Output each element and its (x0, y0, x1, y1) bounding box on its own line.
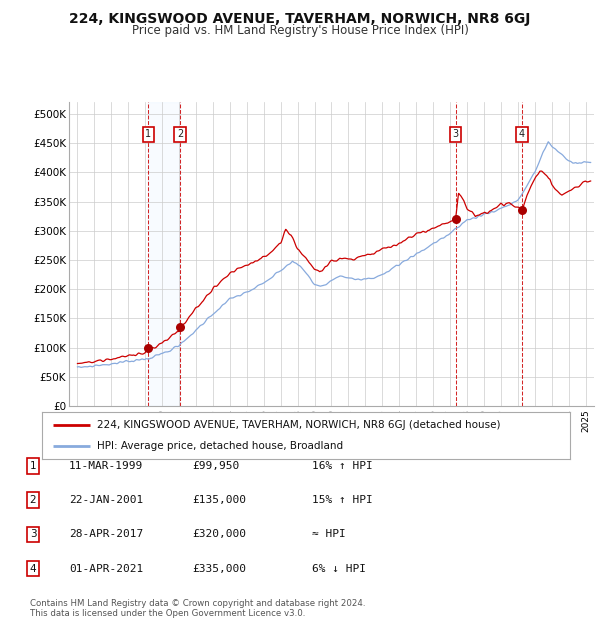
Text: 2: 2 (177, 130, 183, 140)
Text: 224, KINGSWOOD AVENUE, TAVERHAM, NORWICH, NR8 6GJ (detached house): 224, KINGSWOOD AVENUE, TAVERHAM, NORWICH… (97, 420, 501, 430)
Text: 6% ↓ HPI: 6% ↓ HPI (312, 564, 366, 574)
Text: 22-JAN-2001: 22-JAN-2001 (69, 495, 143, 505)
Text: 01-APR-2021: 01-APR-2021 (69, 564, 143, 574)
Text: 3: 3 (29, 529, 37, 539)
Text: 4: 4 (29, 564, 37, 574)
Text: 16% ↑ HPI: 16% ↑ HPI (312, 461, 373, 471)
Text: 15% ↑ HPI: 15% ↑ HPI (312, 495, 373, 505)
Text: 1: 1 (145, 130, 151, 140)
Text: £99,950: £99,950 (192, 461, 239, 471)
Text: 4: 4 (519, 130, 525, 140)
Text: £135,000: £135,000 (192, 495, 246, 505)
Bar (148, 102, 180, 406)
Text: 1: 1 (29, 461, 37, 471)
Text: 28-APR-2017: 28-APR-2017 (69, 529, 143, 539)
Text: £320,000: £320,000 (192, 529, 246, 539)
Text: 2: 2 (29, 495, 37, 505)
Text: ≈ HPI: ≈ HPI (312, 529, 346, 539)
Text: Contains HM Land Registry data © Crown copyright and database right 2024.
This d: Contains HM Land Registry data © Crown c… (30, 599, 365, 618)
Text: £335,000: £335,000 (192, 564, 246, 574)
Text: 11-MAR-1999: 11-MAR-1999 (69, 461, 143, 471)
Text: 3: 3 (452, 130, 458, 140)
Text: Price paid vs. HM Land Registry's House Price Index (HPI): Price paid vs. HM Land Registry's House … (131, 24, 469, 37)
Text: HPI: Average price, detached house, Broadland: HPI: Average price, detached house, Broa… (97, 441, 344, 451)
Text: 224, KINGSWOOD AVENUE, TAVERHAM, NORWICH, NR8 6GJ: 224, KINGSWOOD AVENUE, TAVERHAM, NORWICH… (70, 12, 530, 27)
